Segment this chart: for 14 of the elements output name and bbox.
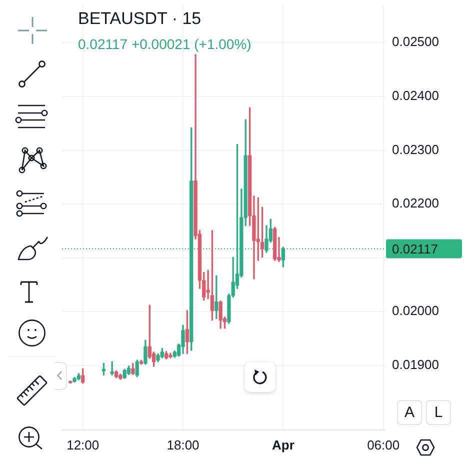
x-tick-label: 12:00: [66, 437, 100, 452]
y-tick-label: 0.02200: [392, 196, 439, 211]
y-tick-label: 0.02000: [392, 303, 439, 318]
candlestick: [110, 361, 114, 376]
text: 0.02117 +0.00021 (+1.00%): [78, 36, 252, 52]
x-tick-label: 18:00: [166, 437, 200, 452]
y-tick-label: 0.01900: [392, 357, 439, 372]
y-tick-label: 0.02500: [392, 34, 439, 50]
ref-line-label: 0.02117: [392, 241, 438, 256]
chart-title: BETAUSDT · 15: [78, 9, 202, 29]
y-tick-label: 0.02400: [392, 88, 439, 104]
y-tick-label: 0.02300: [392, 142, 439, 157]
x-tick-label: 06:00: [367, 437, 400, 452]
x-tick-label: Apr: [272, 437, 294, 452]
